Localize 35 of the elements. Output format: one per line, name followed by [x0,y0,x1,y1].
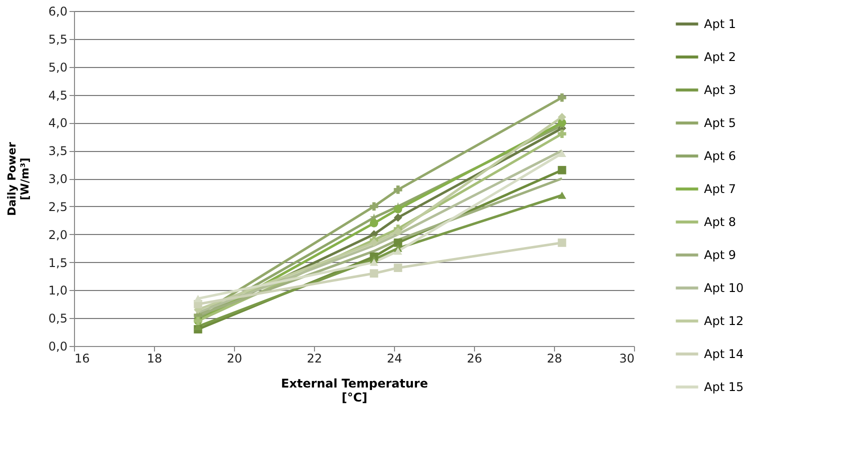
legend-label: Apt 5 [704,116,736,130]
x-tick-label: 22 [306,352,322,366]
legend-label: Apt 14 [704,347,744,361]
legend-label: Apt 7 [704,182,736,196]
legend-label: Apt 1 [704,17,736,31]
legend-label: Apt 12 [704,314,744,328]
legend-label: Apt 8 [704,215,736,229]
legend-label: Apt 6 [704,149,736,163]
y-tick-label: 6,0 [48,4,68,18]
x-tick-label: 20 [226,352,242,366]
y-tick-label: 5,0 [48,60,68,74]
legend-label: Apt 3 [704,83,736,97]
y-tick-label: 3,5 [48,144,68,158]
y-tick-label: 4,5 [48,88,68,102]
x-tick-label: 16 [74,352,90,366]
x-tick-label: 28 [546,352,562,366]
x-tick-label: 24 [386,352,402,366]
y-tick-label: 1,0 [48,284,68,298]
y-tick-label: 2,5 [48,200,68,214]
y-tick-label: 4,0 [48,116,68,130]
y-tick-label: 5,5 [48,32,68,46]
legend-label: Apt 2 [704,50,736,64]
x-tick-label: 26 [466,352,482,366]
x-axis-title: External Temperature [°C] [281,376,428,404]
y-tick-label: 0,5 [48,312,68,326]
x-tick-label: 30 [619,352,634,366]
y-tick-label: 0,0 [48,340,68,354]
y-tick-label: 3,0 [48,172,68,186]
y-axis-title: Daily Power [W/m³] [5,142,32,216]
legend-label: Apt 10 [704,281,744,295]
y-tick-label: 1,5 [48,256,68,270]
x-tick-label: 18 [146,352,162,366]
legend-label: Apt 15 [704,380,744,394]
legend-label: Apt 9 [704,248,736,262]
y-tick-label: 2,0 [48,228,68,242]
